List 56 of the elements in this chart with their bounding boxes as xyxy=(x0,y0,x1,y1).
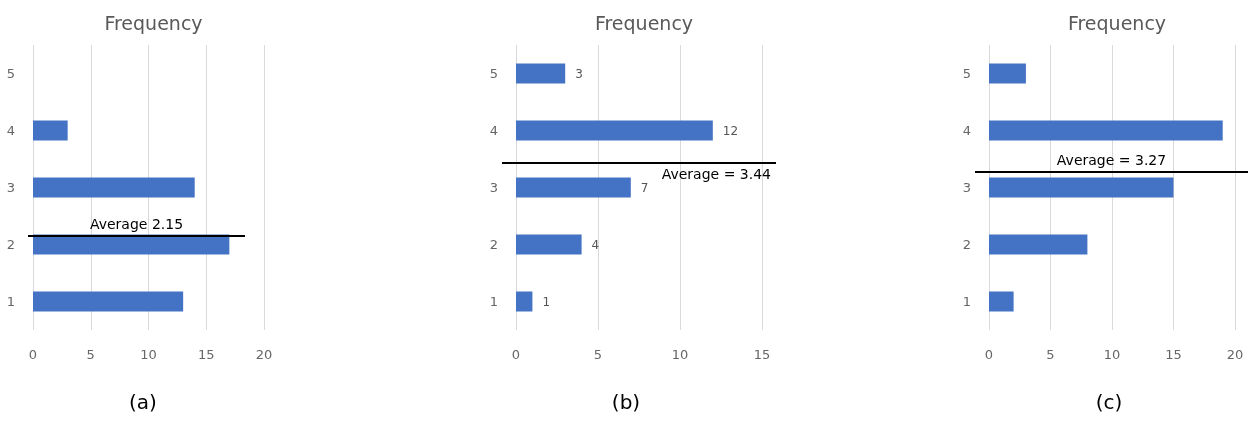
y-tick-label: 4 xyxy=(489,123,498,138)
bar xyxy=(989,291,1014,312)
x-tick-label: 5 xyxy=(593,347,603,362)
chart-title: Frequency xyxy=(1067,11,1167,34)
data-label: 3 xyxy=(575,66,583,81)
x-tick-label: 0 xyxy=(511,347,521,362)
y-tick-label: 1 xyxy=(6,294,15,309)
bar xyxy=(516,177,631,198)
chart-title: Frequency xyxy=(104,11,203,34)
data-label: 7 xyxy=(640,180,649,195)
x-tick-label: 15 xyxy=(753,347,771,362)
text: (b) xyxy=(611,390,641,414)
text: (c) xyxy=(1095,390,1123,414)
bar xyxy=(33,177,195,198)
y-tick-label: 3 xyxy=(489,180,498,195)
y-tick-label: 4 xyxy=(6,123,15,138)
x-tick-label: 20 xyxy=(255,347,273,362)
text: (a) xyxy=(129,390,157,414)
y-tick-label: 2 xyxy=(6,237,15,252)
y-tick-label: 2 xyxy=(962,237,971,252)
x-tick-label: 5 xyxy=(1046,347,1055,362)
x-tick-label: 20 xyxy=(1226,347,1244,362)
y-tick-label: 5 xyxy=(489,66,498,81)
y-tick-label: 2 xyxy=(489,237,498,252)
y-tick-label: 3 xyxy=(962,180,971,195)
bar xyxy=(989,63,1026,84)
y-tick-label: 5 xyxy=(962,66,971,81)
x-tick-label: 15 xyxy=(1165,347,1182,362)
x-tick-label: 10 xyxy=(671,347,689,362)
bar xyxy=(989,177,1174,198)
x-tick-label: 5 xyxy=(86,347,95,362)
bar xyxy=(33,291,184,312)
x-tick-label: 0 xyxy=(28,347,38,362)
ref-line-label: Average 2.15 xyxy=(89,215,184,232)
data-label: 1 xyxy=(542,294,551,309)
x-tick-label: 10 xyxy=(1103,347,1121,362)
ref-line-label: Average = 3.44 xyxy=(661,166,772,183)
y-tick-label: 4 xyxy=(962,123,971,138)
bar xyxy=(516,63,566,84)
x-tick-label: 0 xyxy=(984,347,994,362)
bar xyxy=(516,234,582,255)
y-tick-label: 5 xyxy=(6,66,15,81)
bar xyxy=(516,120,713,141)
y-tick-label: 3 xyxy=(6,180,15,195)
x-tick-label: 10 xyxy=(140,347,157,362)
y-tick-label: 1 xyxy=(489,294,498,309)
ref-line-label: Average = 3.27 xyxy=(1056,152,1167,169)
x-tick-label: 15 xyxy=(197,347,215,362)
bar xyxy=(516,291,533,312)
chart-title: Frequency xyxy=(594,11,694,34)
bar xyxy=(989,120,1223,141)
y-tick-label: 1 xyxy=(962,294,971,309)
data-label: 12 xyxy=(722,123,739,138)
bar xyxy=(33,120,68,141)
data-label: 4 xyxy=(591,237,600,252)
bar xyxy=(989,234,1088,255)
